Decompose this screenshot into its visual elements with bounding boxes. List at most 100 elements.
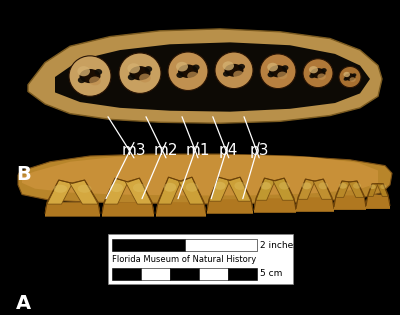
Text: 5 cm: 5 cm (260, 269, 282, 278)
Bar (199, 268, 228, 280)
Ellipse shape (78, 185, 92, 193)
Polygon shape (70, 180, 98, 204)
Ellipse shape (214, 182, 226, 190)
Ellipse shape (269, 65, 287, 77)
Ellipse shape (310, 68, 326, 78)
Ellipse shape (350, 77, 356, 82)
Polygon shape (298, 179, 315, 199)
Ellipse shape (319, 182, 328, 189)
Ellipse shape (133, 183, 146, 192)
Ellipse shape (321, 68, 327, 72)
Ellipse shape (279, 182, 290, 190)
Polygon shape (254, 198, 296, 213)
Polygon shape (126, 178, 152, 204)
Ellipse shape (176, 62, 188, 72)
Polygon shape (296, 198, 334, 212)
Ellipse shape (267, 63, 278, 72)
Ellipse shape (343, 72, 350, 77)
Ellipse shape (238, 64, 245, 69)
Text: m2: m2 (154, 143, 178, 158)
Ellipse shape (168, 52, 208, 90)
Polygon shape (207, 199, 253, 214)
Text: A: A (16, 294, 31, 313)
Ellipse shape (78, 66, 90, 76)
Ellipse shape (277, 72, 287, 79)
Ellipse shape (176, 72, 184, 78)
Ellipse shape (127, 63, 140, 73)
Text: B: B (16, 165, 31, 184)
Polygon shape (209, 177, 230, 201)
Ellipse shape (130, 66, 150, 80)
Ellipse shape (145, 66, 152, 72)
Ellipse shape (164, 183, 176, 192)
Ellipse shape (370, 185, 376, 189)
Polygon shape (47, 180, 72, 204)
Ellipse shape (352, 73, 356, 77)
Polygon shape (368, 184, 378, 197)
Polygon shape (348, 181, 364, 198)
Polygon shape (55, 42, 370, 112)
Polygon shape (104, 178, 128, 204)
Ellipse shape (309, 66, 318, 73)
Ellipse shape (344, 73, 356, 81)
Ellipse shape (178, 65, 198, 78)
Ellipse shape (303, 59, 333, 88)
Polygon shape (228, 177, 251, 201)
Ellipse shape (80, 69, 100, 83)
Text: m1: m1 (186, 143, 210, 158)
Polygon shape (377, 184, 388, 197)
Polygon shape (45, 202, 100, 217)
Polygon shape (156, 202, 206, 217)
Ellipse shape (233, 71, 244, 79)
Text: p3: p3 (250, 143, 269, 158)
Ellipse shape (353, 183, 361, 189)
Ellipse shape (128, 74, 135, 80)
Ellipse shape (234, 182, 246, 190)
Polygon shape (178, 177, 204, 204)
Polygon shape (334, 195, 366, 210)
Ellipse shape (318, 73, 326, 80)
Ellipse shape (95, 69, 102, 75)
Ellipse shape (139, 74, 151, 83)
Polygon shape (336, 181, 350, 198)
Text: m3: m3 (122, 143, 146, 158)
Ellipse shape (339, 183, 347, 189)
Polygon shape (28, 29, 382, 123)
Bar (184, 239, 257, 251)
Ellipse shape (268, 72, 274, 77)
Bar (112, 239, 184, 251)
Polygon shape (256, 178, 275, 200)
Ellipse shape (89, 77, 101, 85)
Ellipse shape (260, 54, 296, 89)
Ellipse shape (186, 183, 198, 192)
Bar (228, 268, 257, 280)
Ellipse shape (282, 65, 288, 70)
Polygon shape (102, 202, 154, 217)
Bar (112, 268, 141, 280)
Ellipse shape (110, 183, 123, 192)
Ellipse shape (187, 72, 198, 80)
Polygon shape (18, 154, 392, 204)
Ellipse shape (309, 74, 315, 78)
Polygon shape (273, 178, 294, 200)
Text: p4: p4 (219, 143, 238, 158)
Ellipse shape (223, 71, 230, 77)
Ellipse shape (192, 65, 200, 70)
Ellipse shape (119, 53, 161, 93)
Ellipse shape (54, 185, 67, 193)
Polygon shape (22, 155, 378, 195)
Polygon shape (366, 194, 390, 209)
Ellipse shape (224, 64, 244, 77)
Text: 2 inches: 2 inches (260, 241, 298, 249)
Text: Florida Museum of Natural History: Florida Museum of Natural History (112, 255, 256, 264)
Ellipse shape (339, 66, 361, 88)
Ellipse shape (223, 61, 234, 71)
Bar (141, 268, 170, 280)
Bar (108, 234, 293, 284)
Ellipse shape (215, 52, 253, 89)
Ellipse shape (344, 77, 348, 81)
Polygon shape (158, 177, 181, 204)
Ellipse shape (260, 182, 271, 190)
Ellipse shape (78, 77, 85, 83)
Ellipse shape (302, 182, 311, 189)
